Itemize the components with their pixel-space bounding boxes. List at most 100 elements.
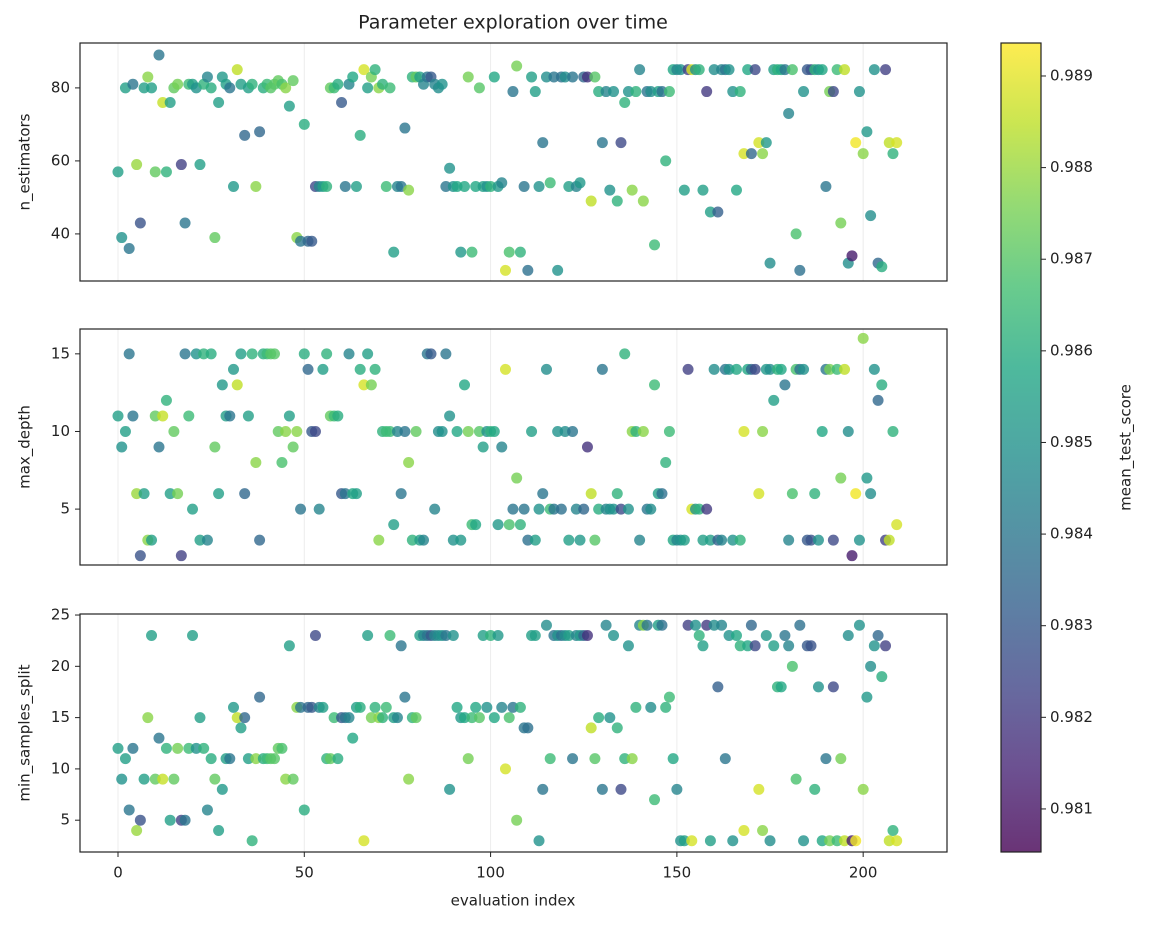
point [149, 166, 161, 178]
point [798, 86, 810, 98]
point [760, 630, 772, 642]
chart-title: Parameter exploration over time [358, 12, 668, 34]
point [865, 210, 877, 222]
x-tick-label: 200 [849, 864, 878, 882]
point [399, 425, 411, 437]
point [473, 82, 485, 94]
point [574, 177, 586, 189]
point [712, 206, 724, 218]
point [347, 732, 359, 744]
point [850, 137, 862, 149]
point [194, 159, 206, 171]
point [112, 742, 124, 754]
point [354, 701, 366, 713]
point [268, 348, 280, 360]
point [876, 379, 888, 391]
point [503, 712, 515, 724]
point [608, 86, 620, 98]
point [526, 425, 538, 437]
point [790, 773, 802, 785]
point [611, 488, 623, 500]
point [760, 137, 772, 149]
point [880, 64, 892, 76]
point [309, 630, 321, 642]
point [868, 640, 880, 652]
point [444, 410, 456, 422]
point [745, 148, 757, 160]
point [354, 363, 366, 375]
point [853, 534, 865, 546]
point [872, 394, 884, 406]
point [153, 732, 165, 744]
point [306, 235, 318, 247]
point [313, 503, 325, 515]
point [764, 835, 776, 847]
points [112, 49, 903, 276]
point [850, 835, 862, 847]
point [250, 180, 262, 192]
point [865, 488, 877, 500]
point [656, 619, 668, 631]
point [660, 155, 672, 167]
point [518, 503, 530, 515]
point [626, 753, 638, 765]
point [418, 534, 430, 546]
point [891, 137, 903, 149]
point [146, 534, 158, 546]
point [853, 619, 865, 631]
point [518, 180, 530, 192]
point [395, 640, 407, 652]
point [730, 630, 742, 642]
colorbar-tick-label: 0.988 [1050, 158, 1093, 176]
point [839, 64, 851, 76]
point [604, 184, 616, 196]
point [611, 722, 623, 734]
point [138, 773, 150, 785]
point [671, 783, 683, 795]
point [738, 824, 750, 836]
point [369, 64, 381, 76]
point [127, 742, 139, 754]
point [533, 503, 545, 515]
point [887, 425, 899, 437]
point [589, 753, 601, 765]
point [358, 835, 370, 847]
point [611, 195, 623, 207]
point [332, 410, 344, 422]
point [749, 363, 761, 375]
point [522, 264, 534, 276]
point [701, 86, 713, 98]
point [656, 488, 668, 500]
point [179, 814, 191, 826]
point [853, 86, 865, 98]
point [231, 379, 243, 391]
colorbar-tick-label: 0.985 [1050, 433, 1093, 451]
point [622, 640, 634, 652]
point [615, 783, 627, 795]
point [369, 363, 381, 375]
point [723, 64, 735, 76]
point [462, 425, 474, 437]
points [112, 332, 903, 562]
point [827, 681, 839, 693]
point [820, 753, 832, 765]
point [529, 534, 541, 546]
point [216, 783, 228, 795]
point [444, 783, 456, 795]
point [228, 363, 240, 375]
point [224, 410, 236, 422]
point [179, 217, 191, 229]
point [552, 264, 564, 276]
point [142, 71, 154, 83]
point [820, 180, 832, 192]
point [403, 773, 415, 785]
point [201, 71, 213, 83]
point [514, 246, 526, 258]
point [377, 712, 389, 724]
point [682, 363, 694, 375]
point [697, 640, 709, 652]
point [634, 534, 646, 546]
y-axis-label: max_depth [16, 405, 35, 489]
point [153, 441, 165, 453]
point [488, 712, 500, 724]
